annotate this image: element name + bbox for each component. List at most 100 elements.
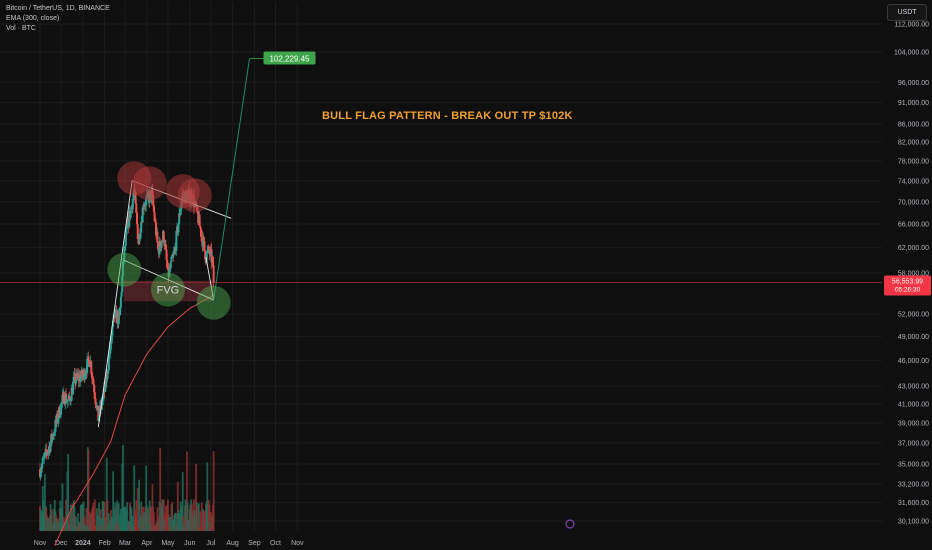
y-tick-label: 74,000.00 [898,178,929,185]
currency-button[interactable]: USDT [887,4,927,21]
volume-bar [87,449,90,531]
candle-body [86,358,89,374]
candle-body [75,373,78,381]
candle-body [42,457,45,459]
candle-body [109,342,112,354]
candle-body [117,311,120,324]
y-tick-label: 46,000.00 [898,358,929,365]
candle-body [122,258,125,262]
candle-body [72,382,75,395]
volume-bar [74,516,77,531]
candle-body [141,207,144,223]
candle-body [202,237,205,242]
candle-body [60,403,63,415]
volume-bar [67,454,70,531]
candle-body [72,377,75,383]
volume-bar [107,512,110,531]
candle-body [121,275,124,292]
candle-body [61,395,64,402]
candle-body [69,398,72,401]
candle-body [62,392,65,404]
candle-body [53,431,56,433]
candle-body [138,234,141,244]
volume-bar [193,510,196,531]
candle-body [83,374,86,380]
volume-bar [145,465,148,531]
candle-body [161,240,164,243]
candle-body [171,255,174,258]
volume-bar [196,505,199,531]
volume-bar [168,517,171,531]
candle-body [203,241,206,251]
candle-body [87,356,90,361]
y-tick-label: 62,000.00 [898,245,929,252]
x-tick-label: Jun [184,540,195,547]
candle-body [101,399,104,406]
candle-body [143,205,146,208]
candle-body [175,231,178,251]
volume-bar [208,504,211,531]
candle-body [179,209,182,216]
candle-body [199,228,202,237]
candle-body [152,205,155,213]
candle-body [112,320,115,327]
candle-body [209,249,212,255]
x-tick-label: Jul [206,540,215,547]
volume-bar [93,499,96,531]
y-tick-label: 82,000.00 [898,139,929,146]
ema-indicator-line[interactable]: EMA (300, close) [6,15,60,22]
candle-body [123,246,126,259]
candle-body [205,253,208,263]
candle-body [206,250,209,254]
volume-bar [152,512,155,531]
candle-body [145,198,148,206]
candle-body [132,194,135,199]
candle-body [43,452,46,457]
x-tick-label: Apr [141,540,153,547]
candle-body [169,261,172,269]
x-tick-label: Feb [99,540,111,547]
candle-body [107,369,110,374]
candle-body [170,256,173,262]
volume-bar [68,514,71,531]
candle-body [143,207,146,210]
x-tick-label: 2024 [75,540,91,547]
candle-body [79,376,82,382]
candle-body [212,265,215,283]
x-tick-label: Mar [119,540,132,547]
y-tick-label: 52,000.00 [898,312,929,319]
ema-300-line [54,294,214,546]
candle-body [90,361,93,374]
candle-body [119,307,122,316]
candle-body [74,373,77,384]
candle-body [114,310,117,318]
flag-connector-line [205,256,215,301]
candle-body [210,249,213,263]
candle-body [128,211,131,227]
candle-body [59,414,62,418]
candle-body [93,392,96,399]
volume-bar [103,501,106,531]
candle-body [91,373,94,378]
candle-body [65,401,68,403]
candle-body [84,372,87,375]
y-tick-label: 41,000.00 [898,402,929,409]
y-tick-label: 104,000.00 [894,50,929,57]
candle-body [124,234,127,246]
candle-body [91,377,94,380]
volume-bar [182,516,185,531]
candle-body [134,192,137,204]
symbol-line: Bitcoin / TetherUS, 1D, BINANCE [6,5,110,12]
candle-body [60,401,63,404]
candle-body [135,203,138,213]
volume-indicator-line[interactable]: Vol · BTC [6,25,36,32]
x-tick-label: Nov [291,540,304,547]
y-tick-label: 96,000.00 [898,80,929,87]
candle-body [165,249,168,261]
candle-body [120,291,123,297]
volume-bar [178,513,181,531]
volume-bar [61,483,64,531]
candle-body [102,394,105,400]
candle-body [162,231,165,241]
